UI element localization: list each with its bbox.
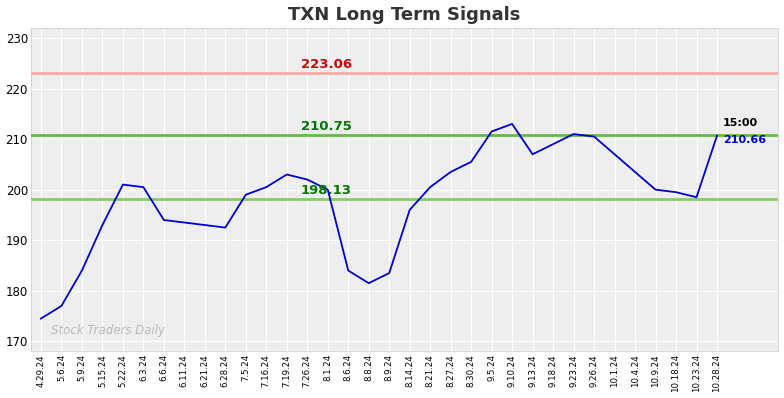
Text: Stock Traders Daily: Stock Traders Daily <box>51 324 165 337</box>
Text: 223.06: 223.06 <box>301 58 352 71</box>
Title: TXN Long Term Signals: TXN Long Term Signals <box>289 6 521 23</box>
Text: 210.66: 210.66 <box>723 135 766 145</box>
Text: 210.75: 210.75 <box>301 120 352 133</box>
Text: 15:00: 15:00 <box>723 118 758 128</box>
Text: 198.13: 198.13 <box>301 184 352 197</box>
